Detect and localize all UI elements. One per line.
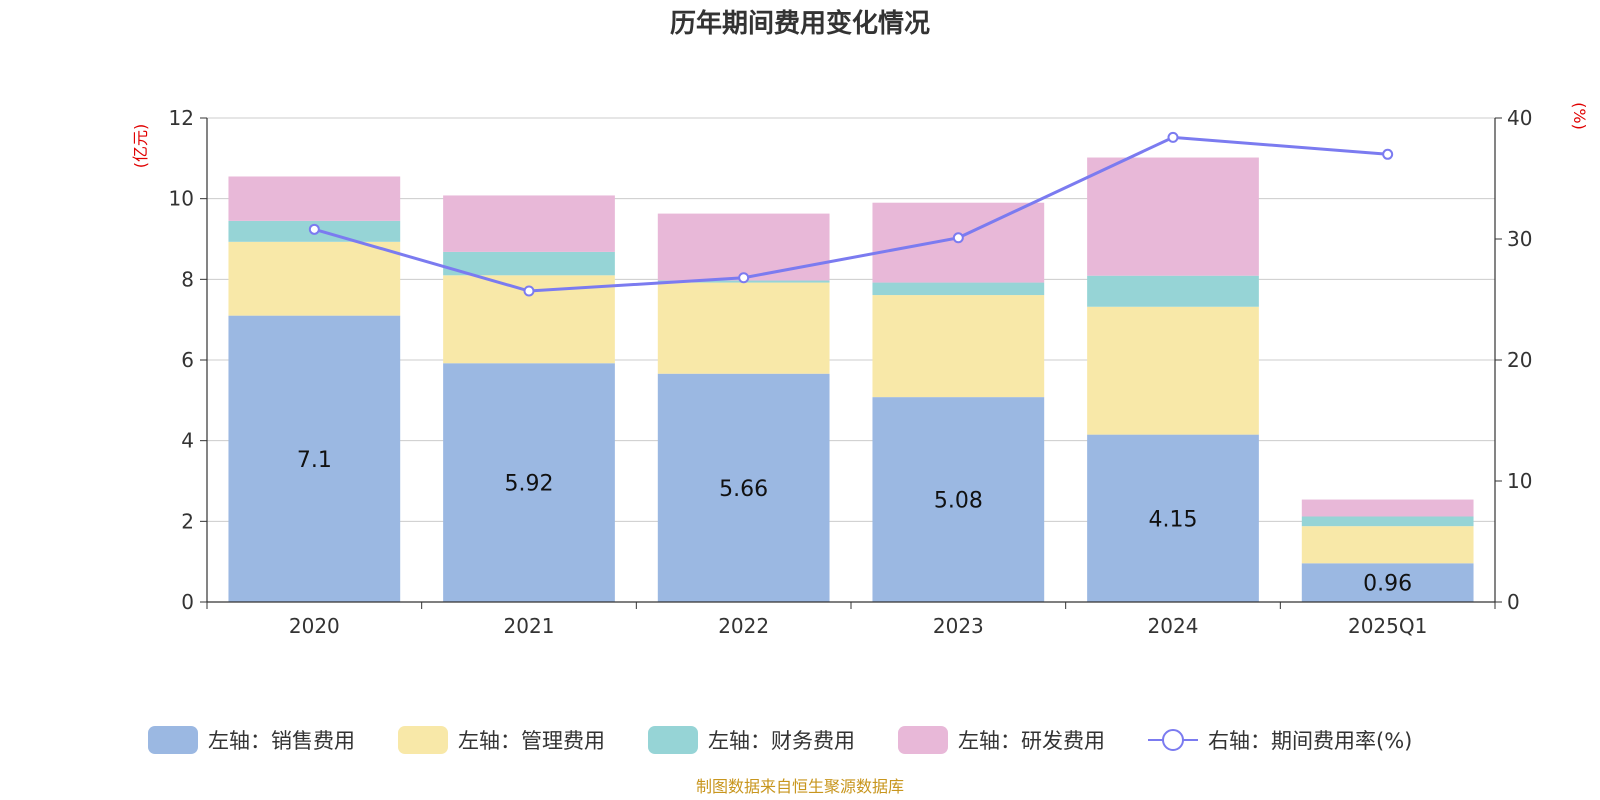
right-tick-label: 0 [1507, 590, 1520, 614]
left-tick-label: 0 [181, 590, 194, 614]
bar-value-label: 5.66 [719, 477, 768, 502]
bar-2024-s2 [1087, 275, 1259, 307]
bar-value-label: 5.08 [934, 489, 983, 514]
rate-line-path [313, 135, 1388, 293]
x-tick-label: 2023 [933, 614, 984, 638]
legend-label: 左轴：财务费用 [708, 729, 855, 753]
bar-2025Q1-s1 [1301, 526, 1474, 564]
bar-2022-s1 [657, 282, 830, 374]
bars [228, 157, 1474, 602]
source-note: 制图数据来自恒生聚源数据库 [696, 777, 904, 796]
gridlines [207, 117, 1495, 522]
left-axis-unit: (亿元) [131, 124, 150, 169]
legend-label: 左轴：管理费用 [458, 729, 605, 753]
rate-point [308, 223, 320, 235]
bar-2025Q1-s0 [1301, 563, 1474, 602]
x-tick-label: 2021 [504, 614, 555, 638]
legend-label: 左轴：销售费用 [208, 729, 355, 753]
bar-2022-s0 [657, 373, 830, 602]
bar-labels: 7.1 5.92 5.66 5.08 4.15 0.96 [297, 448, 1412, 597]
right-tick-label: 40 [1507, 106, 1532, 130]
bar-2020-s1 [228, 241, 401, 316]
legend-swatch [648, 726, 698, 754]
legend-swatch [148, 726, 198, 754]
bar-value-label: 4.15 [1149, 507, 1198, 532]
bar-2020-s0 [228, 315, 401, 602]
legend-label: 左轴：研发费用 [958, 729, 1105, 753]
right-tick-label: 30 [1507, 227, 1532, 251]
left-tick-label: 4 [181, 429, 194, 453]
bar-value-label: 7.1 [297, 448, 332, 473]
bar-2021-s0 [443, 363, 615, 602]
rate-line [308, 131, 1394, 297]
right-axis-unit: (%) [1570, 102, 1589, 130]
bar-value-label: 5.92 [505, 472, 554, 497]
rate-point [523, 285, 535, 297]
left-tick-label: 2 [181, 509, 194, 533]
rate-point [952, 232, 964, 244]
chart-title: 历年期间费用变化情况 [670, 8, 930, 39]
x-tick-label: 2020 [289, 614, 340, 638]
bar-2024-s0 [1087, 434, 1259, 602]
axes: 0 2 4 6 8 10 12 0 10 20 30 40 2020 2021 2022 2023 2024 20… [169, 106, 1533, 638]
bar-2025Q1-s3 [1301, 499, 1474, 517]
rate-point [738, 272, 750, 284]
bar-2024-s1 [1087, 306, 1259, 435]
legend: 左轴：销售费用 左轴：管理费用 左轴：财务费用 左轴：研发费用 右轴：期间费用率(%) [148, 726, 1412, 754]
bar-2021-s2 [443, 251, 615, 276]
bar-2023-s2 [872, 282, 1045, 296]
right-tick-label: 10 [1507, 469, 1532, 493]
bar-2020-s3 [228, 176, 401, 221]
right-tick-label: 20 [1507, 348, 1532, 372]
bar-2023-s0 [872, 397, 1045, 602]
left-tick-label: 8 [181, 267, 194, 291]
left-tick-label: 12 [169, 106, 194, 130]
bar-2025Q1-s2 [1301, 516, 1474, 527]
left-tick-label: 10 [169, 187, 194, 211]
left-tick-label: 6 [181, 348, 194, 372]
legend-swatch [898, 726, 948, 754]
legend-label: 右轴：期间费用率(%) [1208, 729, 1412, 753]
bar-2022-s3 [657, 213, 830, 281]
bar-value-label: 0.96 [1363, 572, 1412, 597]
bar-2024-s3 [1087, 157, 1259, 276]
rate-point [1382, 148, 1394, 160]
legend-swatch [398, 726, 448, 754]
bar-2021-s3 [443, 195, 615, 252]
bar-2023-s1 [872, 295, 1045, 398]
x-tick-label: 2025Q1 [1348, 614, 1427, 638]
x-tick-label: 2024 [1148, 614, 1199, 638]
legend-marker-icon [1162, 729, 1184, 751]
x-tick-label: 2022 [718, 614, 769, 638]
rate-point [1167, 131, 1179, 143]
